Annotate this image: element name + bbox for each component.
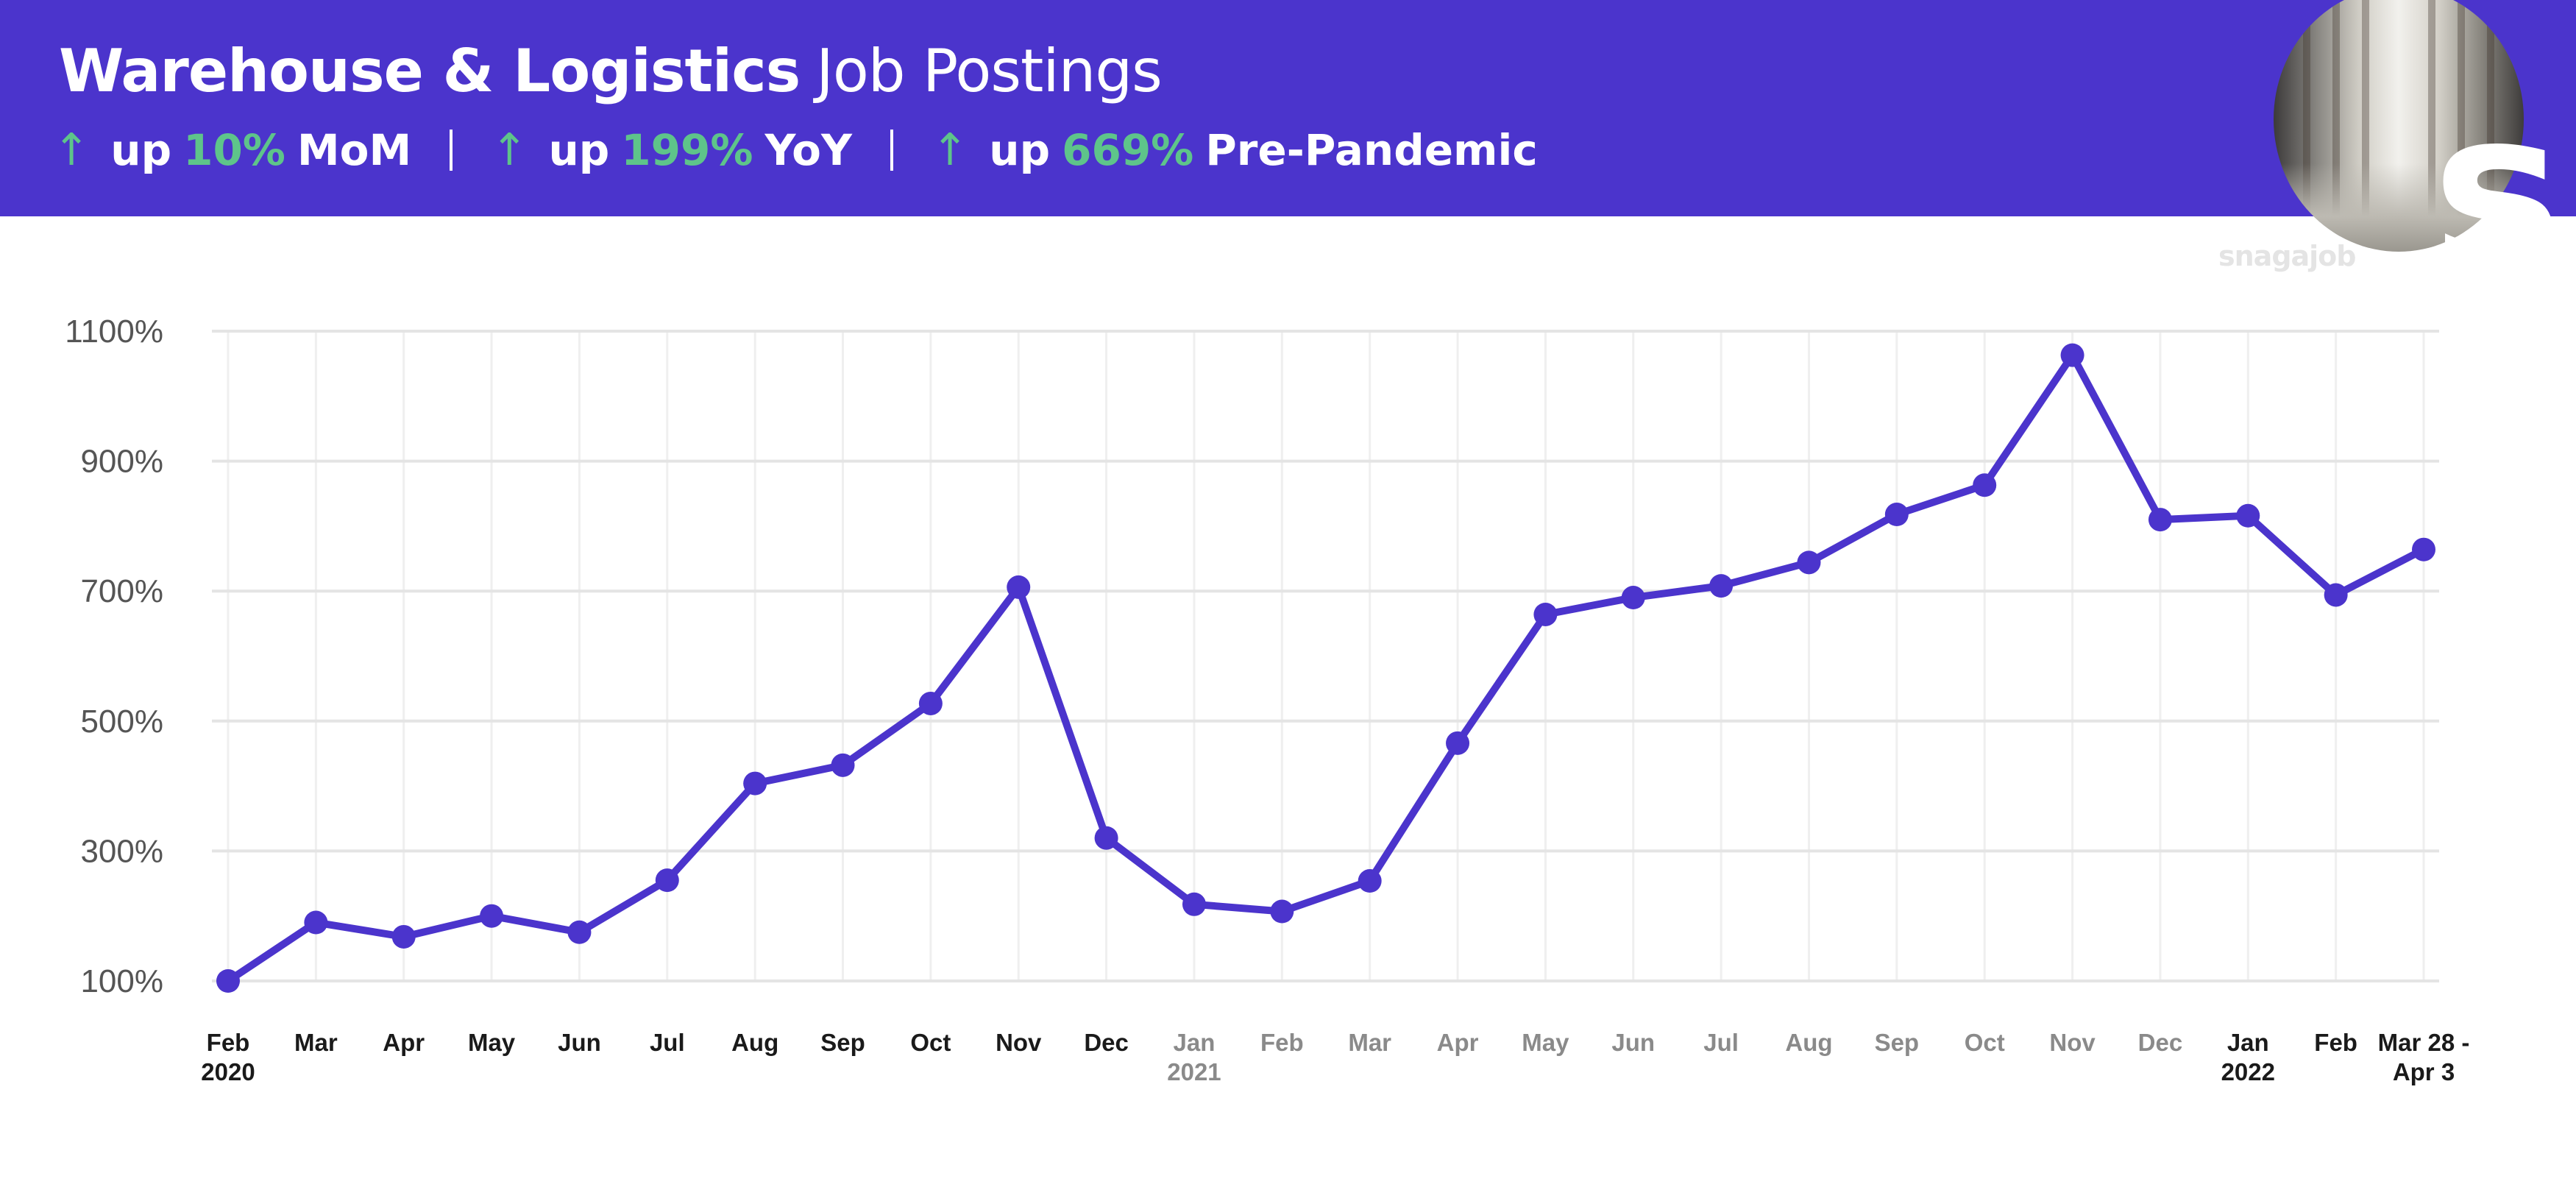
x-tick-label: Jul [650, 1029, 685, 1056]
divider [890, 130, 894, 171]
x-tick-label: Dec [2138, 1029, 2183, 1056]
x-tick-label: Jun [558, 1029, 601, 1056]
data-point [1446, 731, 1470, 755]
x-tick-label: Mar [1348, 1029, 1391, 1056]
stat-value: 669% [1062, 125, 1194, 175]
title-bold: Warehouse & Logistics [59, 37, 801, 105]
data-point [1007, 575, 1031, 599]
page-title: Warehouse & Logistics Job Postings [59, 37, 1163, 110]
data-point [918, 691, 943, 715]
y-tick-label: 1100% [65, 313, 163, 350]
stat-suffix: MoM [297, 125, 412, 175]
x-tick-label: Mar [294, 1029, 338, 1056]
snagajob-logo-icon: s [2432, 63, 2563, 319]
data-point [1094, 826, 1118, 850]
x-tick-label: Jan [1174, 1029, 1216, 1056]
divider [450, 130, 453, 171]
data-point [1533, 602, 1558, 626]
x-tick-label: May [468, 1029, 516, 1056]
x-tick-label: Jan [2227, 1029, 2269, 1056]
warehouse-photo [2274, 0, 2524, 252]
x-tick-label: Feb [2314, 1029, 2357, 1056]
y-tick-label: 900% [80, 444, 163, 480]
data-point [831, 753, 855, 777]
data-point [480, 904, 504, 928]
stat-mom: ↑ up 10% MoM [53, 124, 411, 176]
data-point [2412, 537, 2435, 561]
data-point [2324, 583, 2348, 607]
data-point [1358, 869, 1382, 893]
data-point [2236, 503, 2260, 528]
stat-suffix: YoY [764, 125, 853, 175]
data-point [2060, 343, 2084, 367]
x-tick-label: Sep [1875, 1029, 1920, 1056]
x-tick-label: Nov [996, 1029, 1042, 1056]
stat-pre-pandemic: ↑ up 669% Pre-Pandemic [932, 124, 1538, 176]
series-line [224, 351, 2427, 985]
stat-prefix: up [110, 125, 172, 175]
x-tick-label: Apr [1437, 1029, 1479, 1056]
y-tick-label: 300% [80, 833, 163, 869]
data-point [1270, 899, 1294, 924]
data-point [1973, 473, 1997, 497]
y-tick-label: 700% [80, 573, 163, 609]
brand-watermark: snagajob [2218, 240, 2356, 272]
data-point [1709, 574, 1734, 598]
stat-prefix: up [548, 125, 610, 175]
stat-suffix: Pre-Pandemic [1205, 125, 1538, 175]
data-point [567, 920, 592, 944]
data-point [743, 771, 767, 796]
x-tick-sublabel: 2020 [201, 1058, 255, 1085]
x-tick-sublabel: 2021 [1167, 1058, 1221, 1085]
x-tick-label: Dec [1084, 1029, 1129, 1056]
data-point [216, 969, 240, 993]
data-point [2148, 508, 2172, 532]
x-tick-label: Aug [1785, 1029, 1832, 1056]
data-point [304, 910, 328, 935]
x-tick-label: Feb [207, 1029, 250, 1056]
x-tick-label: Mar 28 - [2378, 1029, 2470, 1056]
x-tick-label: Jul [1703, 1029, 1739, 1056]
x-tick-label: Aug [731, 1029, 778, 1056]
x-tick-label: Jun [1611, 1029, 1655, 1056]
stats-row: ↑ up 10% MoM ↑ up 199% YoY ↑ up 669% Pre… [53, 121, 1538, 180]
stat-value: 199% [621, 125, 753, 175]
arrow-up-icon: ↑ [53, 124, 91, 176]
data-point [1884, 503, 1909, 527]
data-point [655, 868, 679, 893]
x-tick-label: Oct [1965, 1029, 2005, 1056]
data-point [1621, 586, 1645, 610]
x-tick-label: Sep [820, 1029, 865, 1056]
x-tick-sublabel: 2022 [2221, 1058, 2275, 1085]
x-tick-label: Feb [1260, 1029, 1304, 1056]
y-tick-label: 500% [80, 704, 163, 740]
stat-prefix: up [989, 125, 1051, 175]
stat-value: 10% [183, 125, 285, 175]
data-point [1182, 892, 1206, 916]
x-tick-sublabel: Apr 3 [2393, 1058, 2455, 1085]
x-tick-label: Oct [910, 1029, 951, 1056]
data-point [391, 924, 416, 949]
title-light: Job Postings [816, 37, 1163, 105]
header-banner: Warehouse & Logistics Job Postings ↑ up … [0, 0, 2576, 216]
arrow-up-icon: ↑ [932, 124, 969, 176]
stat-yoy: ↑ up 199% YoY [491, 124, 852, 176]
x-tick-label: Nov [2049, 1029, 2096, 1056]
x-tick-label: Apr [383, 1029, 425, 1056]
x-tick-label: May [1522, 1029, 1569, 1056]
arrow-up-icon: ↑ [491, 124, 528, 176]
y-tick-label: 100% [80, 963, 163, 999]
data-point [1797, 550, 1821, 575]
